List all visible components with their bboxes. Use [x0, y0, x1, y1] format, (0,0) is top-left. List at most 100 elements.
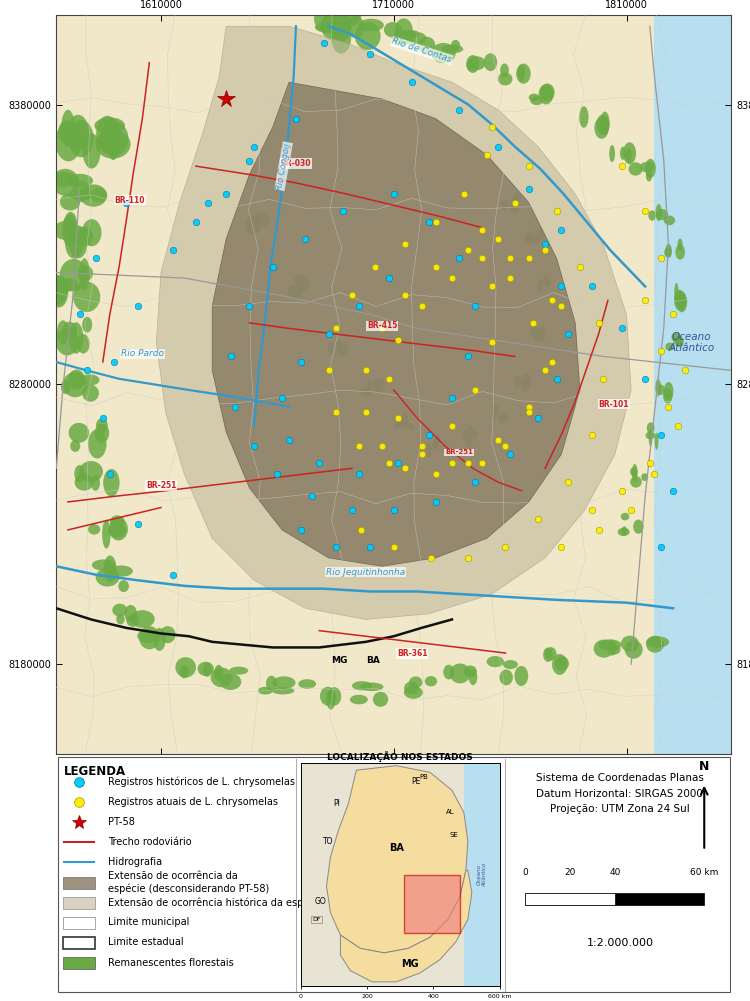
Ellipse shape: [510, 199, 519, 214]
Point: [346, 287, 358, 303]
Ellipse shape: [665, 244, 672, 258]
Ellipse shape: [664, 382, 674, 400]
Point: [392, 454, 404, 470]
Point: [430, 214, 442, 230]
Ellipse shape: [621, 636, 639, 652]
Point: [539, 362, 551, 378]
Ellipse shape: [334, 341, 341, 347]
Point: [272, 465, 284, 481]
Ellipse shape: [538, 84, 554, 104]
Point: [639, 370, 651, 386]
Ellipse shape: [674, 290, 686, 311]
FancyBboxPatch shape: [63, 877, 95, 889]
Ellipse shape: [404, 682, 418, 695]
Point: [109, 354, 121, 370]
Ellipse shape: [62, 321, 77, 338]
Ellipse shape: [500, 200, 508, 210]
Text: 1:2.000.000: 1:2.000.000: [586, 938, 653, 948]
Point: [369, 259, 381, 275]
Point: [276, 390, 288, 406]
Ellipse shape: [544, 647, 556, 661]
Point: [430, 259, 442, 275]
Ellipse shape: [52, 169, 79, 195]
Point: [539, 242, 551, 258]
Ellipse shape: [176, 657, 196, 678]
Ellipse shape: [500, 670, 513, 686]
Ellipse shape: [254, 212, 262, 226]
Text: Extensão de ocorrência da
espécie (desconsiderando PT-58): Extensão de ocorrência da espécie (desco…: [108, 871, 269, 894]
Point: [388, 539, 400, 555]
Text: Limite municipal: Limite municipal: [108, 917, 190, 927]
Text: 20: 20: [565, 868, 576, 877]
Point: [388, 503, 400, 519]
Text: 0: 0: [523, 868, 528, 877]
Ellipse shape: [468, 56, 485, 70]
Text: BR-101: BR-101: [598, 399, 629, 408]
Ellipse shape: [394, 18, 412, 42]
Ellipse shape: [110, 518, 128, 541]
Ellipse shape: [358, 19, 384, 32]
Point: [423, 214, 435, 230]
Ellipse shape: [646, 170, 652, 181]
Text: Remanescentes florestais: Remanescentes florestais: [108, 958, 234, 968]
Polygon shape: [156, 26, 632, 620]
Ellipse shape: [406, 423, 414, 429]
Point: [383, 270, 395, 286]
Ellipse shape: [179, 666, 189, 679]
Ellipse shape: [646, 431, 656, 439]
Text: Rio Pardo: Rio Pardo: [121, 349, 164, 358]
Point: [667, 482, 679, 498]
Ellipse shape: [80, 374, 100, 385]
Point: [337, 203, 349, 219]
Ellipse shape: [124, 605, 137, 623]
Point: [425, 550, 437, 566]
Ellipse shape: [367, 378, 373, 392]
Point: [314, 454, 326, 470]
Ellipse shape: [77, 334, 89, 353]
Ellipse shape: [449, 664, 470, 684]
Ellipse shape: [664, 215, 675, 225]
Ellipse shape: [392, 30, 415, 45]
Ellipse shape: [230, 667, 248, 675]
Point: [458, 186, 470, 202]
Ellipse shape: [472, 429, 477, 438]
Point: [662, 398, 674, 414]
Ellipse shape: [673, 335, 684, 345]
Ellipse shape: [648, 210, 656, 220]
Point: [400, 287, 412, 303]
Point: [592, 522, 604, 538]
Ellipse shape: [272, 687, 294, 695]
Text: Extensão de ocorrência histórica da espécie: Extensão de ocorrência histórica da espé…: [108, 897, 324, 908]
Text: Trecho rodoviário: Trecho rodoviário: [108, 837, 192, 847]
Point: [430, 493, 442, 510]
Text: Registros históricos de L. chrysomelas: Registros históricos de L. chrysomelas: [108, 777, 296, 787]
Ellipse shape: [139, 626, 160, 650]
Ellipse shape: [649, 428, 652, 446]
Ellipse shape: [530, 96, 543, 105]
Point: [656, 342, 668, 358]
Ellipse shape: [74, 465, 85, 482]
Ellipse shape: [60, 193, 80, 210]
Ellipse shape: [608, 641, 617, 656]
Ellipse shape: [137, 630, 160, 643]
Point: [446, 270, 458, 286]
Ellipse shape: [126, 615, 140, 627]
Ellipse shape: [68, 120, 94, 157]
Ellipse shape: [633, 520, 644, 534]
Ellipse shape: [102, 520, 111, 549]
Ellipse shape: [61, 379, 70, 394]
Text: 60 km: 60 km: [690, 868, 718, 877]
Ellipse shape: [373, 378, 385, 392]
Point: [453, 102, 465, 118]
Ellipse shape: [402, 411, 408, 427]
Point: [586, 426, 598, 442]
Point: [120, 194, 132, 210]
Ellipse shape: [530, 326, 539, 337]
FancyBboxPatch shape: [63, 897, 95, 909]
Ellipse shape: [598, 640, 622, 651]
Ellipse shape: [203, 663, 211, 677]
Point: [295, 522, 307, 538]
Point: [462, 348, 474, 364]
Ellipse shape: [328, 342, 334, 354]
Ellipse shape: [211, 668, 232, 688]
